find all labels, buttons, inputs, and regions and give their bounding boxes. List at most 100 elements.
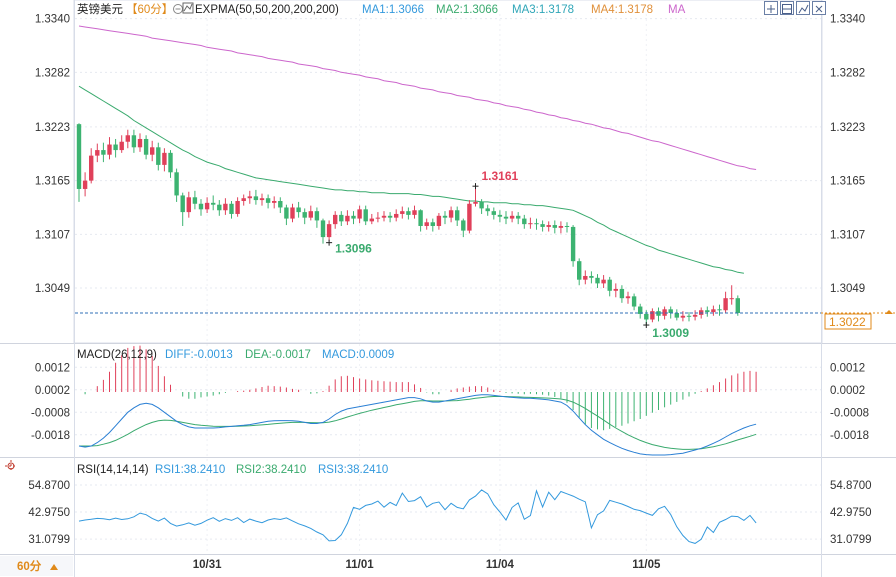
price-tick-left: 1.3223 (35, 122, 70, 134)
candle-body (656, 311, 661, 316)
candle-body (662, 309, 667, 316)
candle-body (82, 180, 88, 189)
rsi-tick-left: 31.0799 (28, 534, 70, 546)
candle-body (204, 202, 210, 210)
candle-body (601, 279, 606, 284)
candle-body (668, 309, 673, 314)
candle-body (631, 296, 637, 307)
macd-tick-left: -0.0008 (31, 407, 70, 419)
candle-body (503, 216, 509, 219)
candle-body (430, 222, 435, 226)
sun-icon[interactable] (5, 460, 17, 472)
close-icon[interactable] (812, 1, 826, 15)
candle-body (150, 147, 155, 155)
period-button[interactable]: 60分 (0, 556, 73, 576)
candle-body (461, 220, 466, 231)
candle-body (558, 225, 564, 228)
candle-body (296, 207, 301, 213)
dea-line (79, 396, 757, 450)
candle-body (308, 211, 313, 218)
ma4-value: MA4:1.3178 (591, 4, 653, 16)
ma1-line (78, 85, 744, 274)
candle-body (302, 212, 307, 218)
candle-body (613, 288, 618, 291)
price-layer: 1.3161 1.3096 1.3009 1.3022 (75, 25, 896, 340)
candle-body (137, 138, 143, 148)
rsi-layer (78, 489, 757, 544)
draw-tool-icon[interactable] (796, 1, 810, 15)
candle-body (638, 306, 643, 314)
candle-body (217, 204, 222, 211)
rsi-tick-left: 54.8700 (28, 480, 70, 492)
candle-body (729, 298, 734, 300)
candle-body (686, 315, 692, 317)
price-tick-right: 1.3165 (830, 176, 865, 188)
candle-body (259, 198, 265, 201)
candle-body (497, 214, 503, 217)
candle-body (412, 210, 417, 215)
candle-body (442, 215, 448, 218)
candle-body (717, 309, 722, 311)
candle-body (162, 152, 167, 165)
diff-value: DIFF:-0.0013 (165, 349, 233, 361)
ma3-line (78, 25, 757, 170)
candle-body (180, 195, 185, 213)
date-tick: 11/01 (346, 559, 375, 571)
candle-body (705, 310, 710, 313)
candle-body (223, 203, 228, 211)
macd-header: MACD(26,12,9) DIFF:-0.0013 DEA:-0.0017 M… (77, 349, 394, 361)
candle-body (76, 124, 82, 189)
rsi-tick-right: 54.8700 (830, 480, 872, 492)
price-tick-right: 1.3223 (830, 122, 865, 134)
candle-body (375, 217, 381, 219)
candle-body (387, 215, 393, 218)
indicator-setting-icon[interactable] (182, 2, 194, 14)
price-tick-right: 1.3340 (830, 14, 865, 26)
candle-body (131, 135, 137, 148)
candle-body (107, 144, 112, 155)
price-tick-right: 1.3107 (830, 229, 865, 241)
zoom-out-icon[interactable] (780, 1, 794, 15)
date-tick: 11/05 (632, 559, 661, 571)
macd-tick-right: -0.0008 (830, 407, 869, 419)
candle-body (192, 197, 198, 204)
candle-body (174, 172, 179, 196)
rsi3-value: RSI3:38.2410 (318, 464, 388, 476)
candle-body (400, 211, 405, 214)
candle-body (351, 215, 356, 219)
price-tick-left: 1.3282 (35, 67, 70, 79)
axis-layer: 1.3340 1.3340 1.3282 1.3282 1.3223 1.3223 1.31… (28, 14, 871, 571)
candle-body (326, 224, 332, 238)
candle-body (528, 223, 533, 225)
rsi-header: RSI(14,14,14) RSI1:38.2410 RSI2:38.2410 … (77, 464, 388, 476)
candle-body (394, 213, 399, 218)
dea-value: DEA:-0.0017 (245, 349, 311, 361)
candle-body (89, 155, 94, 181)
macd-tick-right: -0.0018 (830, 430, 869, 442)
ma1-value: MA1:1.3066 (362, 4, 424, 16)
caret-up-icon (50, 564, 58, 570)
candle-body (448, 210, 454, 218)
candle-body (156, 147, 161, 165)
price-panel-frame (73, 0, 823, 344)
candle-body (711, 309, 716, 313)
macd-value: MACD:0.0009 (322, 349, 394, 361)
candle-body (644, 313, 649, 320)
diff-line (78, 394, 757, 456)
extreme-label: 1.3009 (652, 326, 689, 340)
price-tick-right: 1.3282 (830, 67, 865, 79)
candle-body (546, 225, 551, 227)
rsi1-value: RSI1:38.2410 (155, 464, 225, 476)
candle-body (595, 277, 600, 284)
macd-layer (78, 345, 757, 456)
ma2-value: MA2:1.3066 (436, 4, 498, 16)
macd-tick-left: 0.0012 (35, 362, 70, 374)
period-button-label: 60分 (17, 559, 42, 573)
candle-body (577, 261, 582, 280)
zoom-in-icon[interactable] (764, 1, 778, 15)
period-badge[interactable]: 【60分】 (126, 3, 173, 16)
candle-body (290, 207, 295, 219)
candle-body (198, 203, 204, 210)
rsi-tick-right: 31.0799 (830, 534, 872, 546)
expma-label: EXPMA(50,50,200,200,200) (195, 4, 339, 16)
